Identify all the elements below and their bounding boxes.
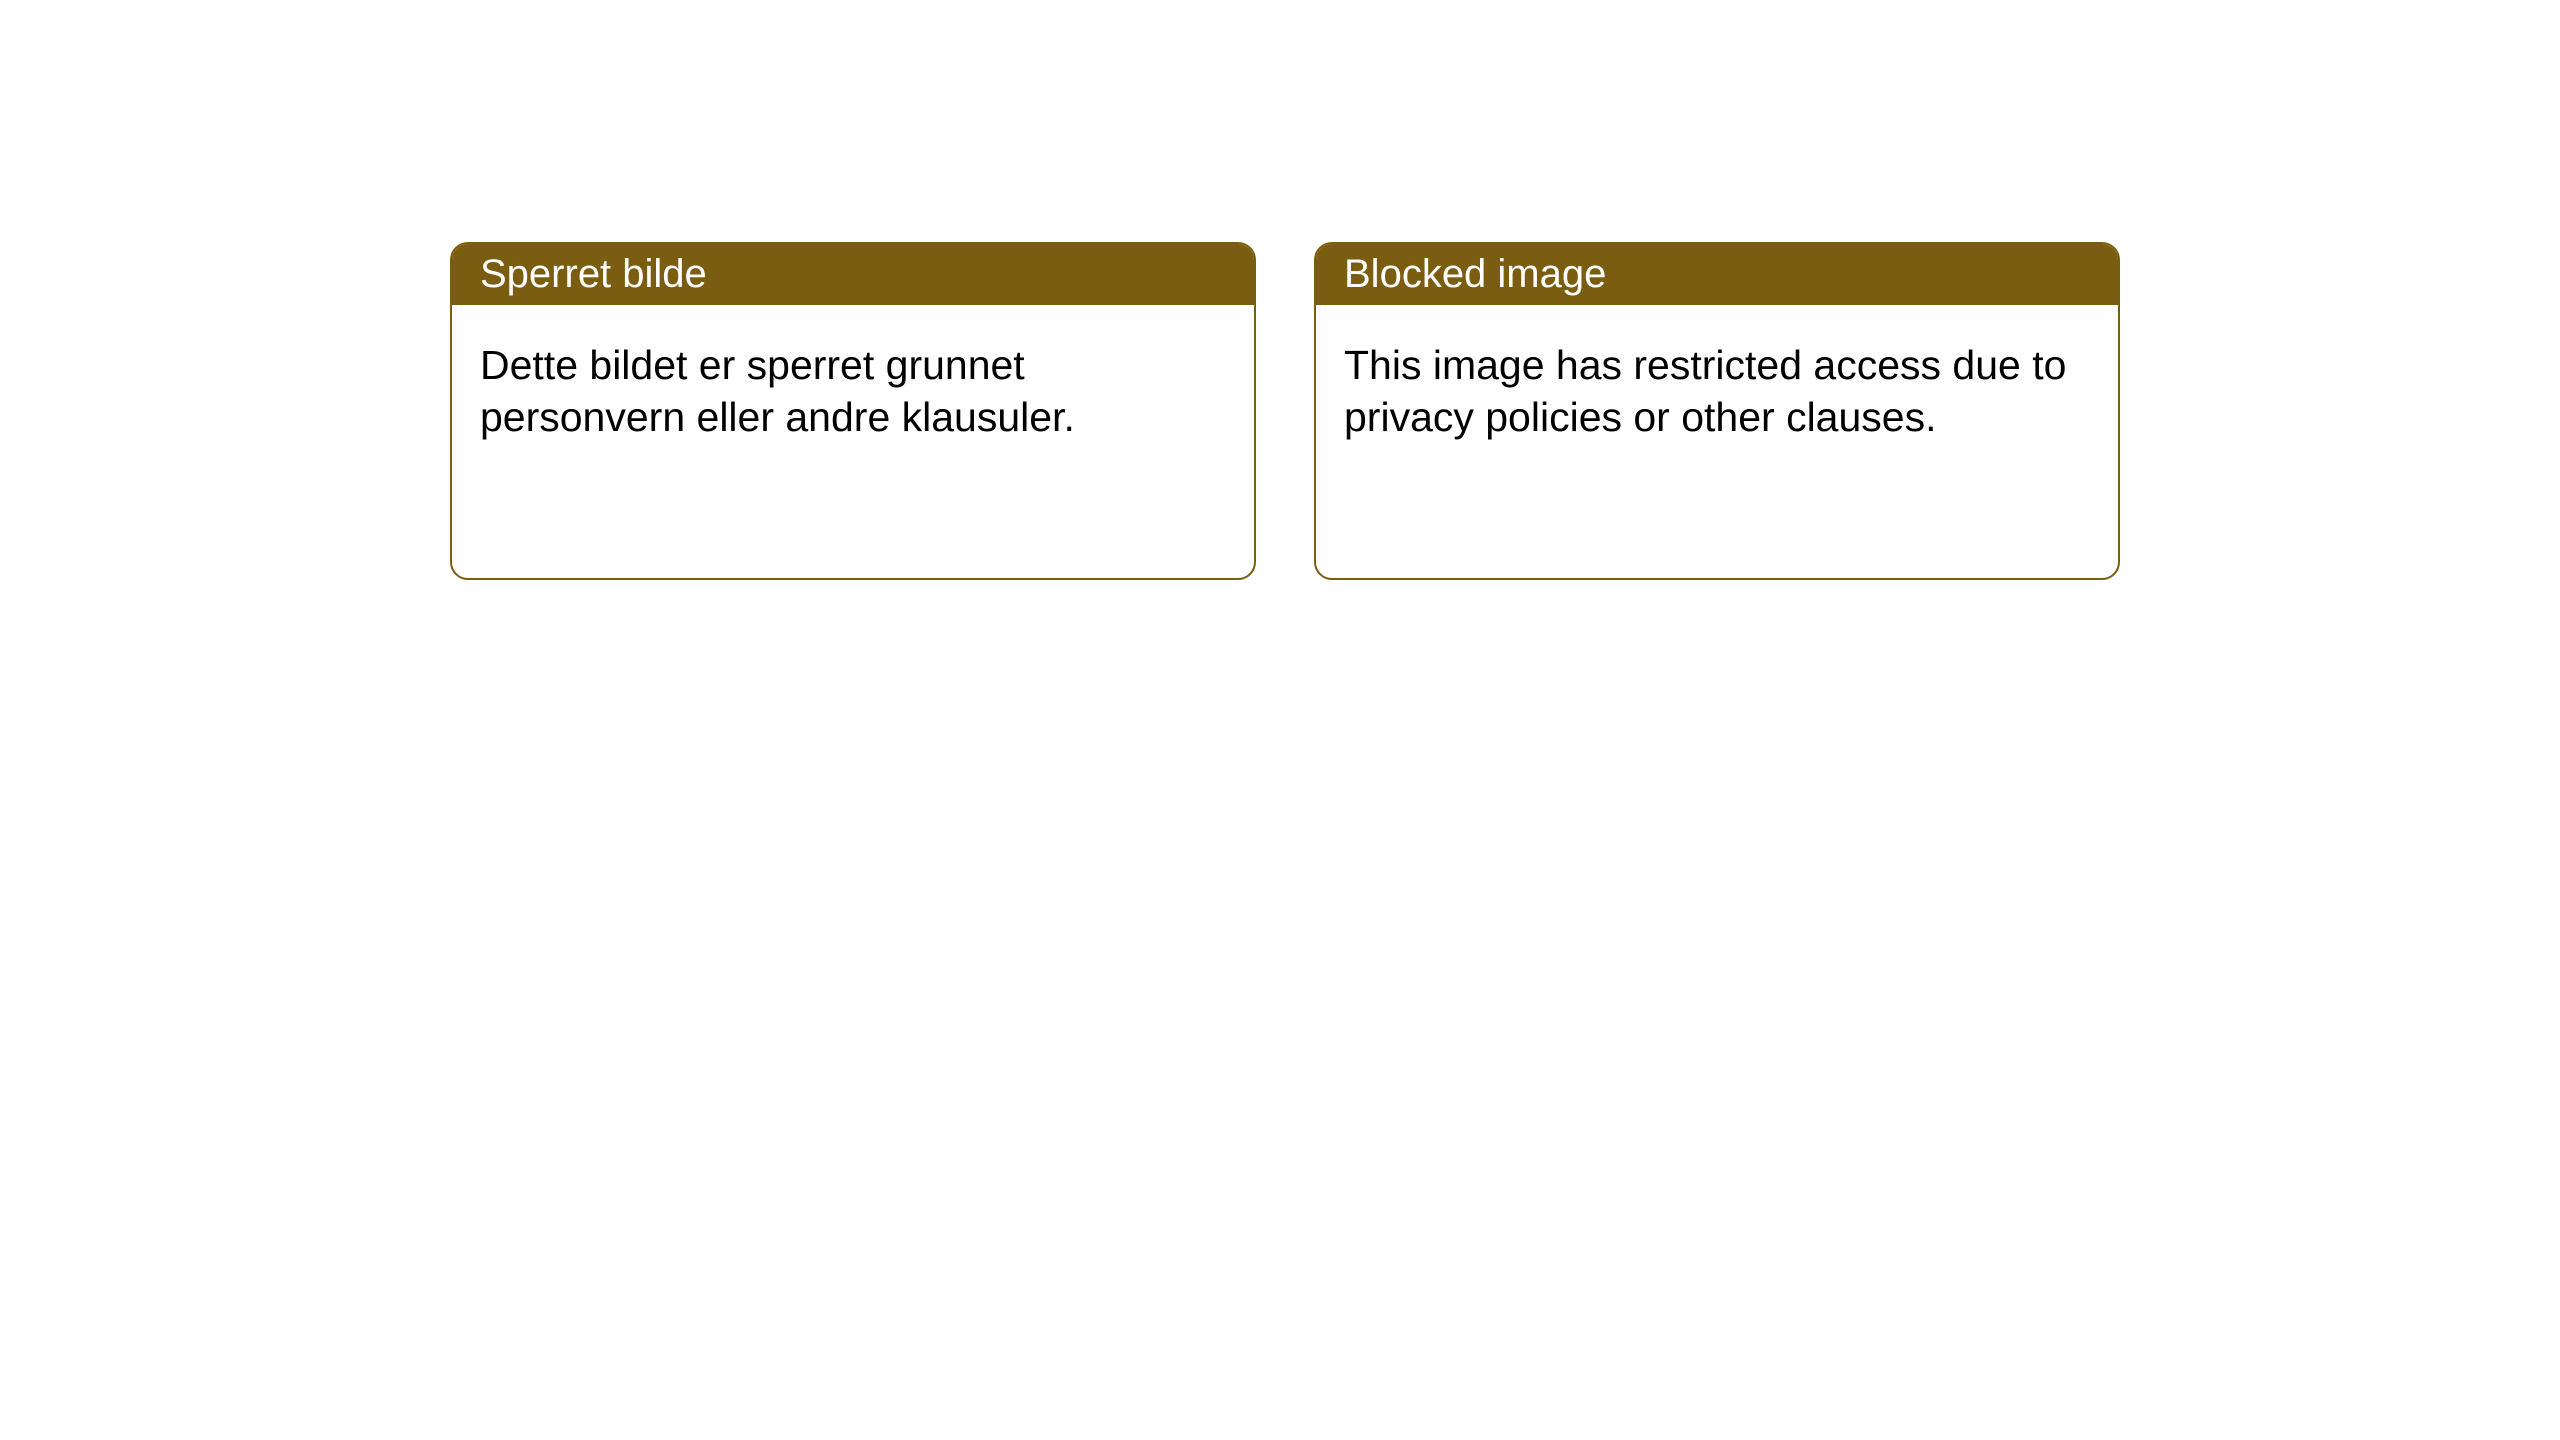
card-body: Dette bildet er sperret grunnet personve… — [452, 305, 1254, 478]
card-title: Sperret bilde — [452, 244, 1254, 305]
card-body: This image has restricted access due to … — [1316, 305, 2118, 478]
card-title: Blocked image — [1316, 244, 2118, 305]
cards-container: Sperret bilde Dette bildet er sperret gr… — [450, 242, 2120, 580]
blocked-image-card-en: Blocked image This image has restricted … — [1314, 242, 2120, 580]
blocked-image-card-no: Sperret bilde Dette bildet er sperret gr… — [450, 242, 1256, 580]
